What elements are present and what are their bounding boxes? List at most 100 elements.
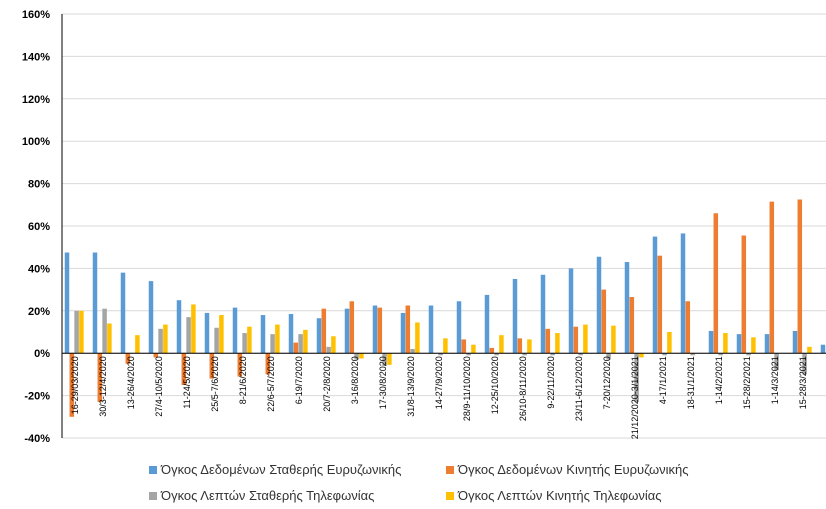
y-tick-label: 100% bbox=[22, 136, 50, 148]
bar bbox=[64, 252, 70, 354]
bar bbox=[331, 336, 336, 354]
x-tick-label: 18-31/1/2021 bbox=[686, 356, 696, 409]
bar bbox=[321, 308, 327, 354]
bar bbox=[596, 256, 602, 354]
x-tick-label: 17-30/8/2020 bbox=[378, 356, 388, 409]
bar bbox=[797, 199, 803, 354]
legend-swatch bbox=[149, 491, 157, 500]
bar bbox=[517, 338, 523, 354]
x-tick-label: 28/9-11/10/2020 bbox=[462, 356, 472, 421]
x-tick-label: 11-24/5/2020 bbox=[182, 356, 192, 408]
y-tick-label: 80% bbox=[28, 179, 50, 191]
bar bbox=[680, 233, 686, 354]
bar bbox=[746, 353, 751, 356]
x-tick-label: 7-20/12/2020 bbox=[602, 356, 612, 409]
y-tick-label: 40% bbox=[28, 263, 50, 275]
bar bbox=[219, 315, 224, 354]
bar bbox=[555, 333, 560, 354]
bar bbox=[316, 318, 322, 354]
bar bbox=[107, 323, 112, 354]
x-tick-label: 15-28/3/2021 bbox=[798, 356, 808, 409]
bar bbox=[191, 304, 196, 354]
bar bbox=[372, 305, 378, 354]
bar bbox=[97, 353, 103, 402]
x-tick-label: 4-17/1/2021 bbox=[658, 356, 668, 404]
x-tick-label: 8-21/6/2020 bbox=[238, 356, 248, 404]
bar bbox=[410, 348, 415, 354]
x-tick-label: 1-14/3/2021 bbox=[770, 356, 780, 404]
x-tick-label: 22/6-5/7/2020 bbox=[266, 356, 276, 412]
bar bbox=[568, 268, 574, 354]
bar bbox=[69, 353, 75, 417]
bar bbox=[405, 305, 411, 354]
bar bbox=[583, 324, 588, 354]
bar bbox=[629, 297, 635, 354]
bar bbox=[751, 337, 756, 354]
bar bbox=[265, 353, 271, 375]
bar bbox=[466, 353, 471, 356]
bar bbox=[443, 338, 448, 354]
bar bbox=[662, 353, 667, 356]
bar bbox=[471, 344, 476, 354]
x-tick-label: 12-25/10/2020 bbox=[490, 356, 500, 414]
bar bbox=[461, 339, 467, 354]
legend-item-fixed-broadband-data: Όγκος Δεδομένων Σταθερής Ευρυζωνικής bbox=[149, 462, 401, 477]
bar bbox=[232, 307, 238, 354]
bar bbox=[148, 281, 154, 354]
bar bbox=[428, 305, 434, 354]
y-axis-tick-labels: -40% -20% 0% 20% 40% 60% 80% 100% 120% 140% 160% bbox=[22, 9, 50, 445]
x-tick-label: 3-16/8/2020 bbox=[350, 356, 360, 404]
bar bbox=[550, 353, 555, 356]
legend-label: Όγκος Λεπτών Σταθερής Τηλεφωνίας bbox=[161, 488, 375, 503]
bar bbox=[186, 317, 191, 354]
bar bbox=[802, 353, 807, 375]
bar bbox=[690, 353, 695, 356]
bar bbox=[792, 330, 798, 354]
legend-item-mobile-broadband-data: Όγκος Δεδομένων Κινητής Ευρυζωνικής bbox=[446, 462, 689, 477]
bar bbox=[303, 329, 308, 354]
bar bbox=[181, 353, 187, 385]
legend-item-mobile-telephony-minutes: Όγκος Λεπτών Κινητής Τηλεφωνίας bbox=[446, 488, 662, 503]
axes bbox=[61, 14, 826, 438]
y-tick-label: -20% bbox=[24, 391, 50, 403]
bar bbox=[527, 339, 532, 354]
bar bbox=[153, 353, 159, 358]
bar bbox=[204, 312, 210, 354]
x-tick-label: 27/4-10/5/2020 bbox=[154, 356, 164, 417]
bar bbox=[260, 315, 266, 354]
x-tick-label: 13-26/4/2020 bbox=[126, 356, 136, 409]
bar bbox=[74, 310, 79, 354]
bar bbox=[382, 353, 387, 366]
bar bbox=[718, 353, 723, 356]
x-tick-label: 1-14/2/2021 bbox=[714, 356, 724, 404]
bar bbox=[270, 334, 275, 354]
bar bbox=[545, 328, 551, 354]
y-tick-label: 120% bbox=[22, 94, 50, 106]
y-tick-label: -40% bbox=[24, 433, 50, 445]
bar bbox=[708, 330, 714, 354]
bar bbox=[484, 294, 490, 354]
x-tick-label: 26/10-8/11/2020 bbox=[518, 356, 528, 421]
bar bbox=[601, 289, 607, 354]
legend-swatch bbox=[446, 491, 454, 500]
bars bbox=[64, 199, 826, 417]
bar bbox=[713, 213, 719, 354]
bar bbox=[354, 353, 359, 360]
bar bbox=[639, 353, 644, 358]
x-tick-label: 6-19/7/2020 bbox=[294, 356, 304, 404]
bar bbox=[769, 201, 775, 354]
bar bbox=[578, 353, 583, 356]
y-tick-label: 60% bbox=[28, 221, 50, 233]
legend-label: Όγκος Δεδομένων Σταθερής Ευρυζωνικής bbox=[161, 462, 402, 477]
bar bbox=[400, 312, 406, 354]
bar bbox=[522, 353, 527, 356]
legend: Όγκος Δεδομένων Σταθερής Ευρυζωνικής Όγκ… bbox=[0, 462, 826, 507]
y-tick-label: 0% bbox=[34, 348, 50, 360]
bar bbox=[611, 325, 616, 354]
bar bbox=[79, 310, 84, 354]
bar bbox=[120, 272, 126, 354]
bar bbox=[415, 322, 420, 354]
bar bbox=[741, 235, 747, 354]
bar bbox=[214, 327, 219, 354]
